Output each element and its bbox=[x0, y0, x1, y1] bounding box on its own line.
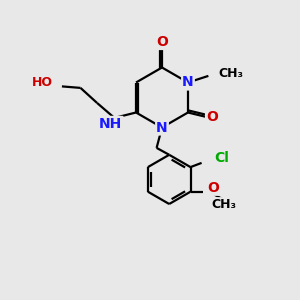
Text: CH₃: CH₃ bbox=[212, 198, 237, 211]
Text: O: O bbox=[206, 110, 218, 124]
Text: O: O bbox=[207, 181, 219, 195]
Text: CH₃: CH₃ bbox=[218, 67, 243, 80]
Text: HO: HO bbox=[32, 76, 53, 89]
Text: Cl: Cl bbox=[214, 151, 230, 164]
Text: O: O bbox=[156, 35, 168, 49]
Text: N: N bbox=[182, 76, 194, 89]
Text: N: N bbox=[156, 121, 168, 134]
Text: NH: NH bbox=[99, 117, 122, 131]
